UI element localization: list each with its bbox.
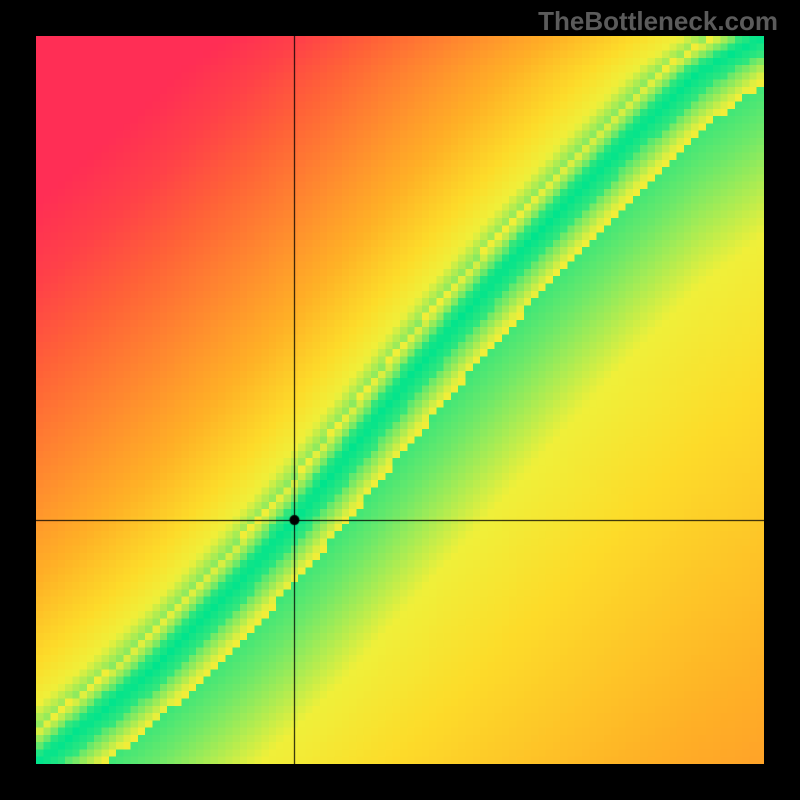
watermark-text: TheBottleneck.com (538, 6, 778, 37)
crosshair-overlay (36, 36, 764, 764)
figure-root: TheBottleneck.com (0, 0, 800, 800)
